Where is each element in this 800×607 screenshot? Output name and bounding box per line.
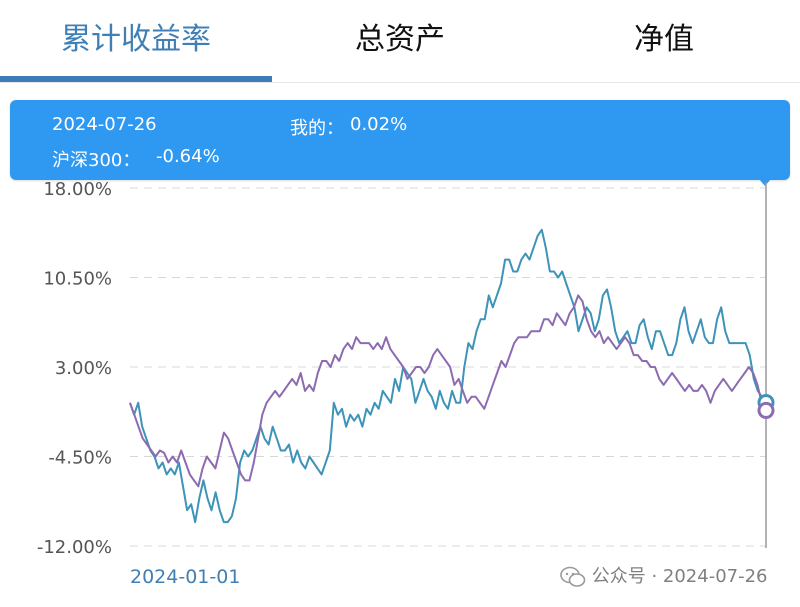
x-axis-ticks: 2024-01-01 xyxy=(130,566,240,588)
y-tick-label: -12.00% xyxy=(37,537,112,558)
watermark: 公众号 · 2024-07-26 xyxy=(560,563,768,591)
chart-gridlines xyxy=(130,187,766,547)
y-tick-label: 10.50% xyxy=(43,269,112,290)
tab-active-indicator xyxy=(0,76,272,82)
crosshair-markers xyxy=(757,394,775,419)
y-tick-label: 18.00% xyxy=(43,179,112,200)
tab-bar: 累计收益率 总资产 净值 xyxy=(0,0,800,83)
series-line-mine xyxy=(129,228,767,524)
y-axis-ticks: 18.00% 10.50% 3.00% -4.50% -12.00% xyxy=(37,179,112,558)
tab-total-assets[interactable]: 总资产 xyxy=(355,22,445,57)
tooltip-mine-value: 0.02% xyxy=(350,114,408,135)
tooltip-date: 2024-07-26 xyxy=(52,114,157,135)
tooltip-index-label: 沪深300： xyxy=(52,150,141,171)
tooltip-index-value: -0.64% xyxy=(156,146,220,167)
tab-cumulative-return[interactable]: 累计收益率 xyxy=(61,22,211,57)
x-tick-label: 2024-01-01 xyxy=(130,566,240,588)
watermark-text: 公众号 · 2024-07-26 xyxy=(591,566,768,587)
series-line-csi300 xyxy=(129,294,767,488)
tooltip-pointer xyxy=(759,179,771,186)
chart-series xyxy=(129,228,767,524)
y-tick-label: -4.50% xyxy=(48,448,112,469)
wechat-icon xyxy=(560,566,586,587)
tooltip-mine-label: 我的： xyxy=(290,118,344,139)
y-tick-label: 3.00% xyxy=(55,358,112,379)
series-line-csi300-marker xyxy=(757,401,775,419)
chart-tooltip: 2024-07-26 我的： 0.02% 沪深300： -0.64% xyxy=(10,100,790,180)
tab-net-value[interactable]: 净值 xyxy=(634,22,694,57)
